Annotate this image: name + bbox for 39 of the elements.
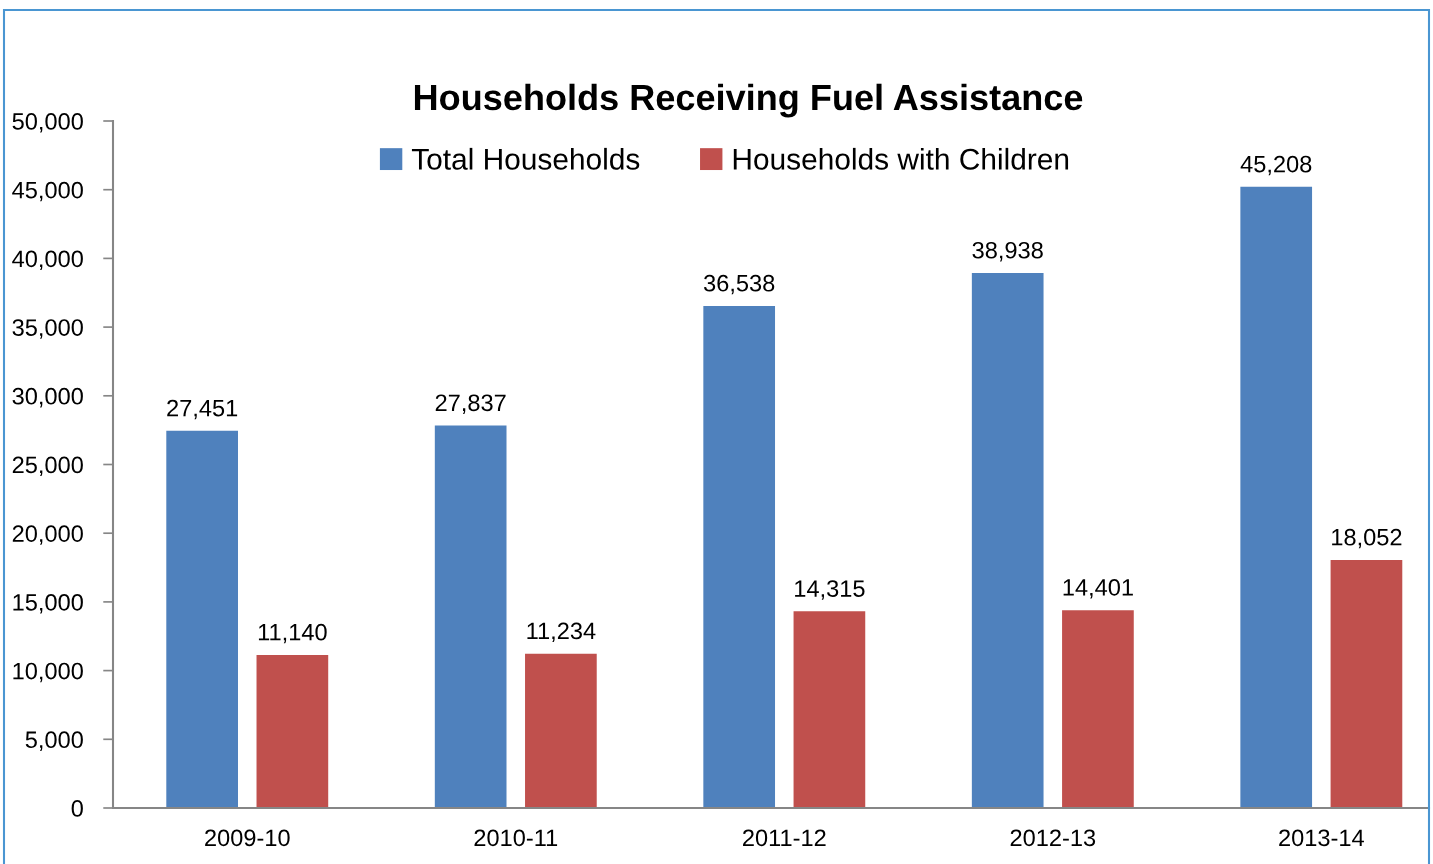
x-tick-label: 2010-11 bbox=[474, 829, 558, 847]
x-tick-label: 2013-14 bbox=[1279, 829, 1364, 847]
y-tick-label: 25,000 bbox=[12, 456, 83, 477]
bar bbox=[1062, 610, 1134, 808]
y-tick-label: 35,000 bbox=[12, 319, 83, 339]
data-label: 38,938 bbox=[972, 241, 1043, 262]
bar bbox=[703, 305, 776, 808]
data-label: 36,538 bbox=[703, 274, 775, 295]
data-label: 45,208 bbox=[1240, 155, 1312, 176]
y-tick-label: 45,000 bbox=[12, 181, 83, 202]
bar bbox=[525, 653, 597, 808]
y-tick-label: 5,000 bbox=[25, 731, 83, 751]
x-tick-label: 2011-12 bbox=[743, 829, 826, 847]
y-tick-label: 40,000 bbox=[12, 250, 83, 270]
legend-label: Total Households bbox=[411, 147, 640, 170]
y-tick-label: 0 bbox=[71, 800, 83, 817]
y-tick-label: 50,000 bbox=[12, 113, 83, 133]
y-tick-label: 30,000 bbox=[12, 387, 83, 408]
data-label: 18,052 bbox=[1332, 528, 1402, 549]
y-tick-label: 20,000 bbox=[12, 525, 83, 545]
bar bbox=[1240, 186, 1313, 808]
data-label: 27,837 bbox=[435, 394, 506, 414]
legend-label: Households with Children bbox=[733, 147, 1069, 170]
y-tick-label: 15,000 bbox=[13, 593, 83, 614]
data-label: 11,234 bbox=[527, 622, 596, 643]
bar bbox=[793, 611, 866, 808]
data-label: 14,401 bbox=[1063, 579, 1133, 599]
chart-title: Households Receiving Fuel Assistance bbox=[414, 83, 1083, 118]
bar bbox=[166, 430, 238, 808]
bar bbox=[971, 272, 1044, 808]
data-label: 11,140 bbox=[258, 623, 327, 644]
data-label: 27,451 bbox=[167, 399, 238, 420]
bar bbox=[434, 425, 507, 808]
bar bbox=[1330, 559, 1403, 808]
data-label: 14,315 bbox=[795, 580, 865, 600]
x-tick-label: 2009-10 bbox=[205, 829, 290, 847]
x-tick-label: 2012-13 bbox=[1010, 829, 1096, 847]
y-tick-label: 10,000 bbox=[13, 662, 83, 683]
bar bbox=[256, 654, 329, 808]
